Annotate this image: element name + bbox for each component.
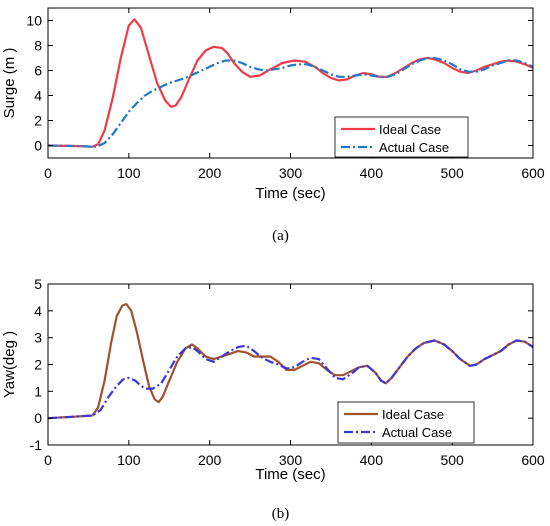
x-axis-label: Time (sec) xyxy=(255,185,325,202)
x-tick-label: 400 xyxy=(360,165,384,181)
x-tick-label: 0 xyxy=(44,165,52,181)
y-tick-label: 0 xyxy=(34,410,42,426)
x-tick-label: 300 xyxy=(279,165,303,181)
x-tick-label: 200 xyxy=(198,452,222,468)
x-tick-label: 600 xyxy=(521,165,545,181)
x-axis-label: Time (sec) xyxy=(255,466,325,483)
y-tick-label: 4 xyxy=(34,303,42,319)
x-tick-label: 500 xyxy=(440,165,464,181)
series-line-ideal-case xyxy=(48,18,533,148)
y-tick-label: 5 xyxy=(34,276,42,292)
x-tick-label: 100 xyxy=(117,165,141,181)
legend-box xyxy=(334,116,469,158)
chart-panel-a: 0 100 200 300 400 500 600 0 2 4 6 8 10 Time (sec) Surg… xyxy=(1,7,545,244)
y-axis-label: Surge (m ) xyxy=(1,48,18,119)
series-line-actual-case xyxy=(48,56,533,148)
x-tick-label: 400 xyxy=(360,452,384,468)
panel-caption: (b) xyxy=(272,506,290,522)
x-tick-label: 600 xyxy=(521,452,545,468)
y-tick-label: 0 xyxy=(34,138,42,154)
series-line-actual-case xyxy=(48,339,533,420)
y-tick-label: 4 xyxy=(34,88,42,104)
x-tick-label: 100 xyxy=(117,452,141,468)
y-tick-label: 8 xyxy=(34,38,42,54)
x-tick-label: 200 xyxy=(198,165,222,181)
y-tick-label: 2 xyxy=(34,113,42,129)
series-line-ideal-case xyxy=(48,303,533,420)
y-tick-label: 10 xyxy=(26,13,42,29)
x-tick-label: 500 xyxy=(440,452,464,468)
y-tick-label: 2 xyxy=(34,357,42,373)
legend-label: Actual Case xyxy=(379,140,449,155)
legend-label: Ideal Case xyxy=(382,407,444,422)
x-tick-label: 300 xyxy=(279,452,303,468)
legend-box xyxy=(337,401,475,444)
legend-label: Ideal Case xyxy=(379,122,441,137)
y-axis-label: Yaw(deg ) xyxy=(1,331,18,398)
y-tick-label: -1 xyxy=(30,437,43,453)
legend-label: Actual Case xyxy=(382,425,452,440)
y-tick-label: 1 xyxy=(34,383,42,399)
y-tick-label: 6 xyxy=(34,63,42,79)
panel-caption: (a) xyxy=(272,228,289,244)
legend: Ideal Case Actual Case xyxy=(337,401,475,444)
y-tick-label: 3 xyxy=(34,330,42,346)
x-tick-label: 0 xyxy=(44,452,52,468)
legend: Ideal Case Actual Case xyxy=(334,116,469,158)
